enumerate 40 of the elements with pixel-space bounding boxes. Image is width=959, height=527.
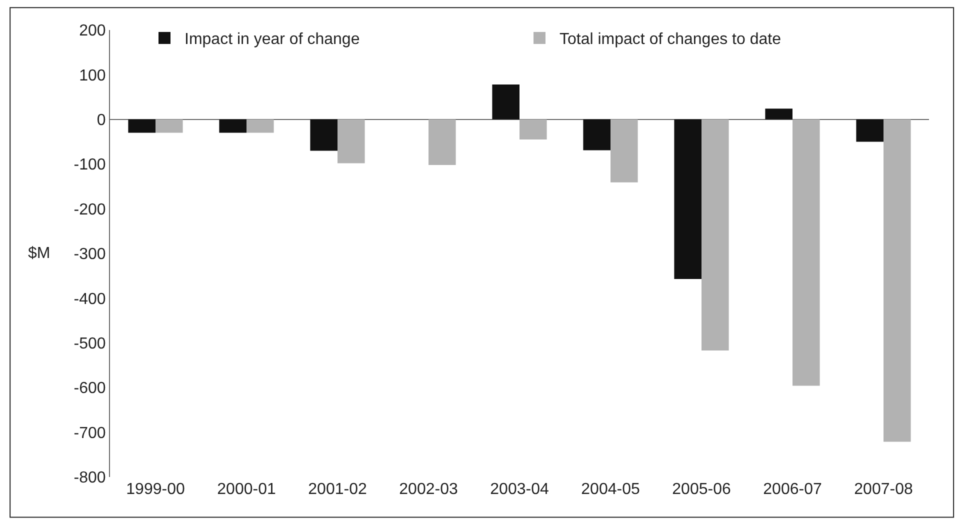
bar xyxy=(792,119,820,386)
bar xyxy=(428,119,456,165)
bar xyxy=(128,119,156,133)
y-tick-label: -400 xyxy=(74,290,106,308)
x-tick-label: 1999-00 xyxy=(126,481,185,498)
bar xyxy=(156,119,183,133)
bar xyxy=(765,108,792,120)
y-tick-label: 200 xyxy=(79,22,106,40)
bar xyxy=(583,119,610,150)
y-tick-label: -100 xyxy=(74,156,106,174)
x-tick-label: 2001-02 xyxy=(308,481,367,498)
x-tick-label: 2006-07 xyxy=(763,481,822,498)
y-axis-title: $M xyxy=(28,245,50,262)
x-tick-label: 2000-01 xyxy=(217,481,276,498)
bar xyxy=(492,84,520,120)
bar xyxy=(702,119,729,350)
y-tick-label: -700 xyxy=(74,424,106,442)
legend-label: Total impact of changes to date xyxy=(560,31,782,48)
bar xyxy=(520,119,547,140)
bar xyxy=(884,119,911,442)
y-tick-label: -800 xyxy=(74,470,106,487)
y-tick-label: 0 xyxy=(96,112,106,129)
bar xyxy=(219,119,246,133)
y-tick-label: -500 xyxy=(74,336,106,352)
x-tick-label: 2005-06 xyxy=(672,481,731,498)
y-tick-label: -600 xyxy=(74,380,106,398)
bar xyxy=(674,119,702,279)
y-tick-label: -200 xyxy=(74,201,106,218)
x-tick-label: 2003-04 xyxy=(490,481,549,498)
bar xyxy=(338,119,365,164)
legend-label: Impact in year of change xyxy=(184,31,360,48)
bar xyxy=(610,119,638,182)
bar xyxy=(246,119,274,133)
y-tick-label: 100 xyxy=(79,67,106,84)
x-tick-label: 2007-08 xyxy=(854,481,913,498)
x-tick-label: 2002-03 xyxy=(399,481,458,498)
y-tick-label: -300 xyxy=(74,246,106,264)
x-tick-label: 2004-05 xyxy=(581,481,640,498)
bar xyxy=(856,119,884,142)
bar xyxy=(310,119,338,151)
